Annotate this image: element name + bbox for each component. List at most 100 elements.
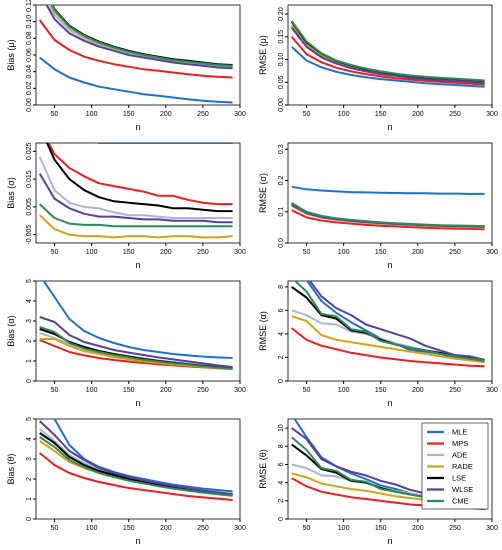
x-tick-label: 150 <box>123 249 135 256</box>
y-tick-label: 8 <box>278 285 285 289</box>
x-tick-label: 150 <box>375 525 387 532</box>
x-tick-label: 300 <box>234 387 246 394</box>
x-tick-label: 300 <box>234 525 246 532</box>
legend-label-mle: MLE <box>452 428 467 437</box>
series-line-cme <box>290 20 485 82</box>
series-line-mps <box>291 327 485 368</box>
y-tick-label: 4 <box>278 481 285 485</box>
y-axis-label: Bias (α) <box>6 315 16 346</box>
x-tick-label: 50 <box>51 249 59 256</box>
series-line-wlse <box>308 281 485 361</box>
x-axis-label: n <box>135 122 140 132</box>
x-tick-label: 250 <box>197 111 209 118</box>
series-line-mle <box>291 46 485 88</box>
y-tick-label: 0.00 <box>278 98 285 112</box>
series-line-rade <box>39 214 233 239</box>
series-line-mle <box>42 281 233 359</box>
y-tick-label: 0.2 <box>278 176 285 186</box>
plot-frame <box>287 418 493 520</box>
legend-label-rade: RADE <box>452 462 473 471</box>
x-tick-label: 200 <box>160 111 172 118</box>
plot-frame <box>35 280 241 382</box>
series-group <box>38 143 233 239</box>
panel-6: 50 100 150 200 250 300 0 2 4 6 8 n RMSE (α) <box>258 280 498 408</box>
series-group <box>38 5 233 104</box>
x-axis-label: n <box>135 536 140 546</box>
y-tick-label: 6 <box>278 462 285 466</box>
series-line-wlse <box>39 316 233 368</box>
x-tick-label: 250 <box>197 387 209 394</box>
y-tick-label: 8 <box>278 444 285 448</box>
x-tick-label: 100 <box>86 525 98 532</box>
x-tick-label: 250 <box>197 525 209 532</box>
y-tick-label: 0.005 <box>26 198 33 216</box>
series-line-mps <box>39 452 233 501</box>
y-tick-label: 5 <box>26 279 33 283</box>
y-tick-label: 0.015 <box>26 170 33 188</box>
y-tick-label: 0.02 <box>26 81 33 95</box>
y-tick-label: 0.1 <box>278 207 285 217</box>
x-tick-label: 200 <box>412 111 424 118</box>
x-tick-label: 100 <box>338 387 350 394</box>
series-line-wlse <box>45 5 233 70</box>
x-tick-label: 300 <box>486 249 498 256</box>
y-axis-label: Bias (θ) <box>6 453 16 484</box>
y-tick-label: 5 <box>26 417 33 421</box>
x-tick-label: 200 <box>160 387 172 394</box>
y-tick-label: 0.10 <box>278 53 285 67</box>
x-tick-label: 300 <box>234 249 246 256</box>
x-tick-label: 150 <box>123 525 135 532</box>
series-line-ade <box>38 156 233 219</box>
y-tick-label: 0.12 <box>26 0 33 12</box>
x-tick-label: 200 <box>412 525 424 532</box>
x-tick-label: 50 <box>51 525 59 532</box>
series-line-mps <box>290 36 485 86</box>
plot-frame <box>35 418 241 520</box>
y-tick-label: 6 <box>278 308 285 312</box>
y-tick-label: 1 <box>26 359 33 363</box>
x-tick-label: 300 <box>486 525 498 532</box>
y-tick-label: 10 <box>278 424 285 432</box>
plot-frame <box>287 280 493 382</box>
series-group <box>291 281 485 368</box>
panel-2: 50 100 150 200 250 300 0.00 0.05 0.10 0.15 0.20 n RM… <box>258 4 498 132</box>
x-tick-label: 50 <box>303 525 311 532</box>
y-tick-label: 3 <box>26 457 33 461</box>
y-axis-label: Bias (μ) <box>6 39 16 70</box>
x-axis-label: n <box>387 536 392 546</box>
x-tick-label: 200 <box>412 249 424 256</box>
series-line-mps <box>38 19 233 79</box>
y-tick-label: 0 <box>278 517 285 521</box>
y-tick-label: 0 <box>26 517 33 521</box>
x-tick-label: 150 <box>123 111 135 118</box>
y-axis-label: RMSE (θ) <box>258 449 268 489</box>
y-tick-label: 2 <box>278 499 285 503</box>
y-tick-label: 4 <box>26 437 33 441</box>
legend-label-lse: LSE <box>452 474 466 483</box>
y-tick-label: 0.3 <box>278 144 285 154</box>
series-line-wlse <box>38 173 233 224</box>
legend: MLE MPS ADE RADE LSE WLSE CME <box>421 422 489 510</box>
series-line-cme <box>50 5 233 67</box>
x-tick-label: 100 <box>86 111 98 118</box>
y-tick-label: 3 <box>26 319 33 323</box>
series-line-mle <box>291 185 485 195</box>
x-tick-label: 250 <box>449 387 461 394</box>
y-tick-label: 0.06 <box>26 48 33 62</box>
plot-frame <box>287 4 493 106</box>
x-axis-label: n <box>387 260 392 270</box>
legend-label-cme: CME <box>452 497 469 506</box>
x-tick-label: 100 <box>338 525 350 532</box>
y-tick-label: 0 <box>278 379 285 383</box>
x-tick-label: 150 <box>375 249 387 256</box>
series-line-rade <box>291 315 485 364</box>
legend-label-wlse: WLSE <box>452 485 473 494</box>
series-line-mle <box>39 56 233 104</box>
y-tick-label: 0.15 <box>278 30 285 44</box>
series-line-lse <box>46 143 233 213</box>
x-tick-label: 300 <box>486 387 498 394</box>
x-tick-label: 100 <box>338 111 350 118</box>
x-tick-label: 100 <box>338 249 350 256</box>
y-axis-label: Bias (σ) <box>6 177 16 209</box>
x-axis-label: n <box>387 122 392 132</box>
